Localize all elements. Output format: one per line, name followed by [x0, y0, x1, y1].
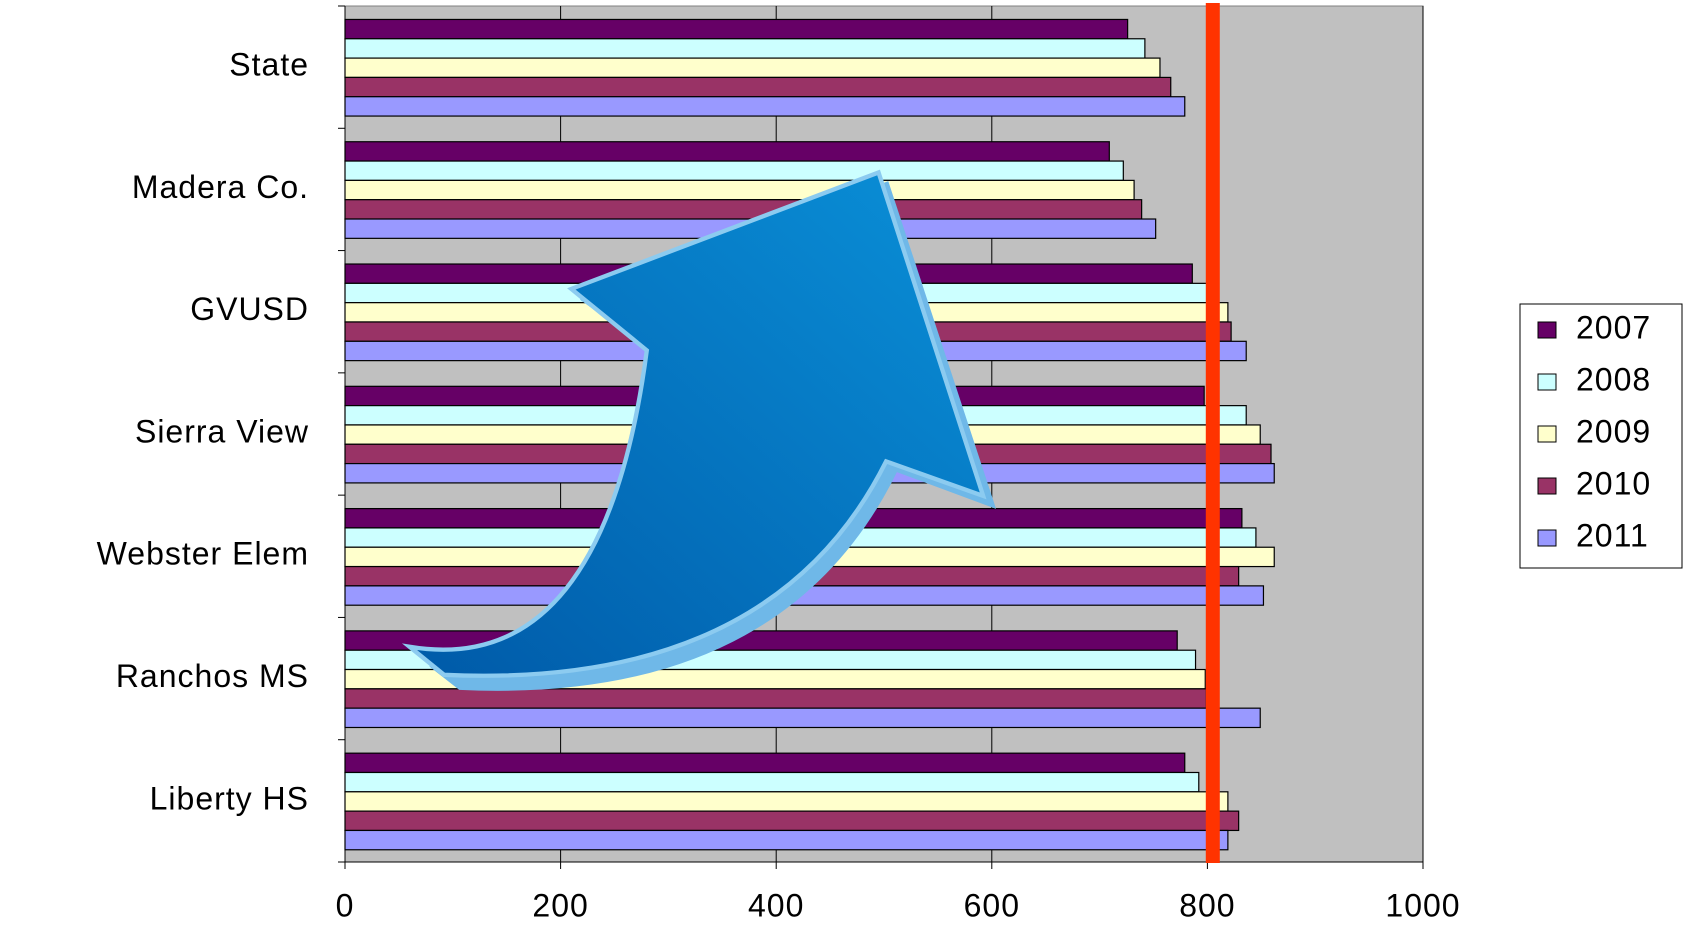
y-tick-label: State: [229, 47, 309, 83]
bar: [344, 96, 1186, 117]
bar: [344, 38, 1146, 59]
x-tick-label: 600: [964, 887, 1020, 923]
overlay: 2007 2008 2009 2010 2011: [1519, 303, 1683, 569]
x-tick-label: 0: [336, 887, 355, 923]
bar: [344, 752, 1186, 774]
legend-label: 2011: [1576, 517, 1649, 553]
bar: [344, 179, 1135, 201]
bar: [344, 18, 1129, 40]
legend-swatch: [1537, 477, 1557, 495]
y-tick-label: GVUSD: [190, 291, 309, 327]
bar: [344, 141, 1110, 162]
bar: [344, 199, 1143, 220]
x-tick-label: 1000: [1385, 887, 1460, 923]
bar: [344, 160, 1124, 181]
y-tick-label: Webster Elem: [97, 536, 309, 572]
bar: [344, 771, 1200, 793]
bar: [344, 57, 1161, 79]
bar: [344, 829, 1229, 851]
legend-swatch: [1537, 529, 1557, 547]
bar: [344, 791, 1229, 812]
legend-swatch: [1537, 425, 1557, 443]
y-tick-label: Sierra View: [135, 413, 309, 449]
bar: [344, 810, 1240, 832]
x-tick-label: 200: [532, 887, 588, 923]
legend-swatch: [1537, 321, 1557, 339]
legend-swatch: [1537, 373, 1557, 391]
y-tick-label: Madera Co.: [132, 169, 309, 205]
reference-line: [1205, 3, 1220, 863]
legend-label: 2009: [1576, 413, 1651, 449]
legend-label: 2010: [1576, 465, 1651, 501]
bar: [344, 688, 1207, 709]
y-tick-label: Liberty HS: [150, 780, 309, 816]
decorative-arrow: [401, 169, 997, 691]
x-tick-label: 400: [748, 887, 804, 923]
bar: [344, 707, 1261, 729]
x-tick-label: 800: [1179, 887, 1235, 923]
legend-label: 2007: [1576, 309, 1651, 345]
legend-label: 2008: [1576, 361, 1651, 397]
bar: [344, 76, 1172, 98]
y-tick-label: Ranchos MS: [116, 658, 309, 694]
